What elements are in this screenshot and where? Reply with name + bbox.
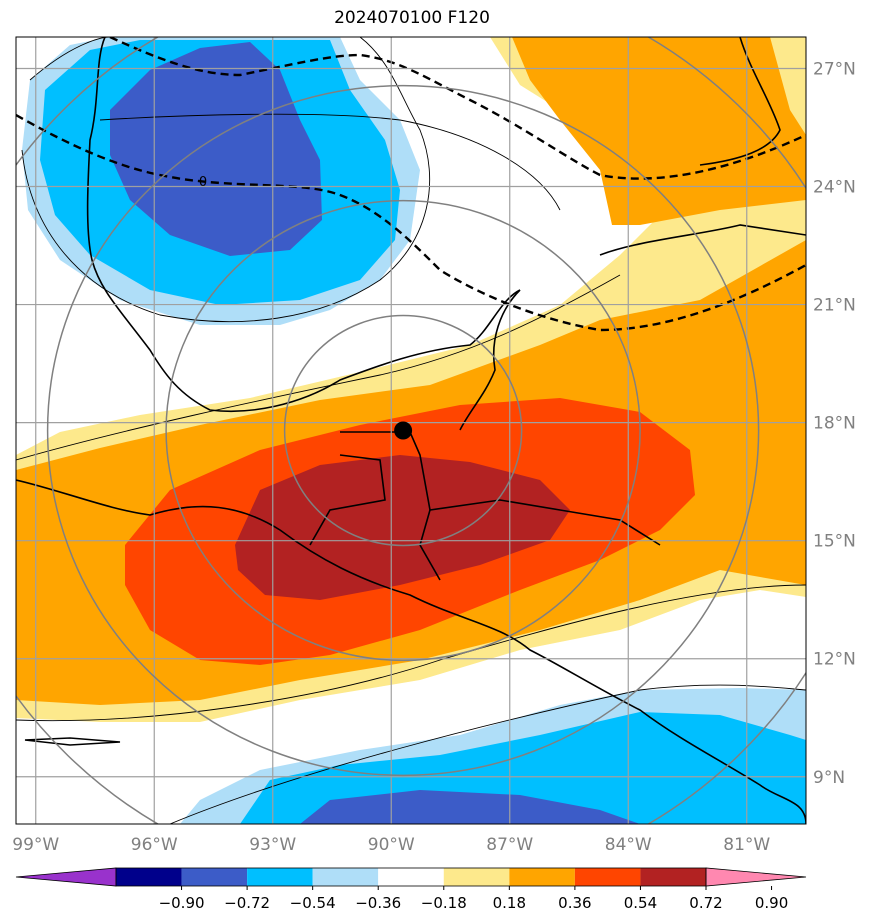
colorbar-tick-label: 0.90 (755, 894, 788, 912)
lon-tick-label: 81°W (723, 835, 770, 855)
colorbar-segment (247, 868, 313, 886)
plot-frame (15, 36, 807, 825)
colorbar-tick-label: −0.54 (290, 894, 336, 912)
lat-lon-grid (16, 37, 806, 824)
map-title: 2024070100 F120 (334, 8, 490, 28)
lon-tick-label: 87°W (486, 835, 533, 855)
lat-tick-label: 18°N (813, 414, 856, 434)
thin-contours (16, 37, 806, 824)
lat-tick-label: 24°N (813, 178, 856, 198)
colorbar-tick-label: −0.18 (421, 894, 467, 912)
anomaly-fill-layer (16, 37, 806, 824)
colorbar-extend-low (15, 867, 117, 887)
storm-center-marker (394, 421, 413, 440)
colorbar-segment (378, 868, 444, 886)
lat-tick-label: 27°N (813, 59, 856, 79)
fill-positive-072 (235, 455, 570, 600)
lon-tick-label: 96°W (131, 835, 178, 855)
colorbar-segment (443, 868, 510, 886)
colorbar-tick-label: 0.36 (558, 894, 591, 912)
lat-tick-label: 12°N (813, 650, 856, 670)
lon-tick-label: 93°W (249, 835, 296, 855)
lat-tick-label: 21°N (813, 296, 856, 316)
colorbar: −0.90 −0.72 −0.54 −0.36 −0.18 0.18 0.36 0.54 0.7… (15, 867, 807, 912)
colorbar-tick-label: −0.36 (355, 894, 401, 912)
lat-tick-label: 15°N (813, 532, 856, 552)
colorbar-segment (181, 868, 248, 886)
colorbar-segment (116, 868, 182, 886)
colorbar-segment (640, 868, 706, 886)
lon-tick-label: 84°W (605, 835, 652, 855)
colorbar-tick-label: −0.72 (224, 894, 270, 912)
colorbar-segment (312, 868, 379, 886)
lat-tick-label: 9°N (813, 768, 845, 788)
colorbar-extend-high (705, 867, 807, 887)
colorbar-segment (574, 868, 641, 886)
colorbar-tick-label: 0.18 (493, 894, 526, 912)
axis-tick-labels: 99°W 96°W 93°W 90°W 87°W 84°W 81°W 9°N 12°N 15°N 1… (12, 59, 856, 855)
range-ring (165, 199, 641, 662)
range-rings (16, 37, 806, 824)
dashed-contours (16, 37, 806, 332)
lon-tick-label: 99°W (12, 835, 59, 855)
colorbar-tick-label: 0.54 (624, 894, 657, 912)
colorbar-frame (115, 867, 707, 887)
lon-tick-label: 90°W (368, 835, 415, 855)
colorbar-tick-label: −0.90 (159, 894, 205, 912)
fill-negative-054 (110, 42, 322, 256)
range-ring (46, 84, 760, 777)
colorbar-segment (509, 868, 575, 886)
range-ring (283, 314, 523, 547)
colorbar-tick-label: 0.72 (689, 894, 722, 912)
contour-label: 0 (199, 175, 207, 190)
